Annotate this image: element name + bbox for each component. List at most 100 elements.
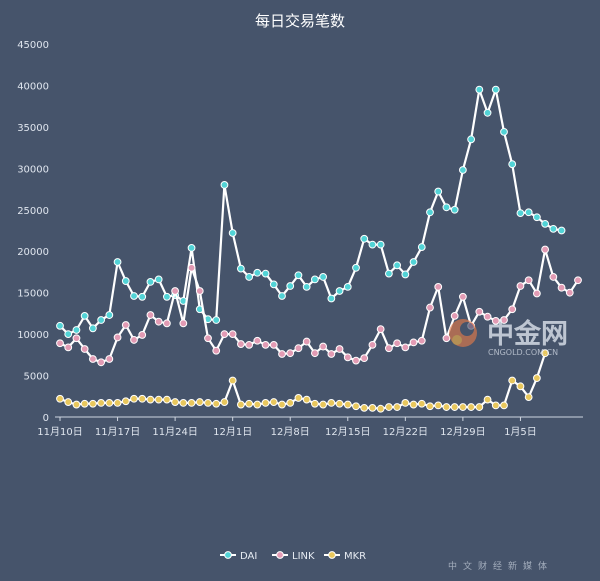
data-point-link <box>245 340 254 349</box>
data-point-dai <box>352 263 360 272</box>
data-point-mkr <box>72 400 81 409</box>
series-layer <box>56 85 582 413</box>
y-tick-label: 10000 <box>17 330 49 341</box>
watermark: 中金网 CNGOLD.COM.CN 中文财经新媒体 <box>448 318 568 572</box>
data-point-link <box>434 282 443 291</box>
y-tick-label: 40000 <box>17 81 49 92</box>
data-point-mkr <box>138 394 147 403</box>
y-tick-label: 15000 <box>17 289 49 300</box>
legend-label: DAI <box>240 551 257 562</box>
data-point-link <box>450 311 459 320</box>
legend-label: LINK <box>292 551 315 562</box>
data-point-dai <box>220 181 229 189</box>
data-point-mkr <box>236 400 245 409</box>
legend: DAI LINK MKR <box>220 551 366 562</box>
data-point-dai <box>261 269 270 278</box>
data-point-dai <box>343 282 352 291</box>
data-point-link <box>475 307 484 316</box>
data-point-mkr <box>261 399 270 407</box>
data-point-dai <box>286 282 295 290</box>
data-point-link <box>294 344 303 353</box>
data-point-mkr <box>393 403 402 411</box>
data-point-mkr <box>335 399 344 408</box>
data-point-mkr <box>360 403 369 412</box>
watermark-brand: 中金网 <box>487 318 568 350</box>
data-point-mkr <box>130 394 138 403</box>
data-point-link <box>417 336 426 345</box>
data-point-mkr <box>121 397 130 406</box>
watermark-url: CNGOLD.COM.CN <box>488 348 558 357</box>
data-point-mkr <box>253 400 262 409</box>
data-point-dai <box>154 275 163 284</box>
data-point-link <box>508 305 517 314</box>
data-point-link <box>253 336 262 345</box>
data-point-mkr <box>302 395 311 404</box>
y-tick-label: 20000 <box>17 247 49 258</box>
data-point-mkr <box>450 403 459 411</box>
data-point-mkr <box>97 399 106 407</box>
data-point-mkr <box>286 399 295 407</box>
data-point-mkr <box>319 400 328 409</box>
data-point-mkr <box>384 403 393 411</box>
data-point-link <box>557 283 566 292</box>
data-point-mkr <box>524 393 533 402</box>
y-tick-label: 25000 <box>17 206 49 217</box>
data-point-link <box>327 350 336 358</box>
data-point-mkr <box>171 398 180 406</box>
data-point-dai <box>541 219 550 228</box>
data-point-link <box>409 338 418 347</box>
watermark-tagline: 中文财经新媒体 <box>448 560 553 572</box>
data-point-link <box>426 303 434 312</box>
data-point-mkr <box>426 402 434 411</box>
data-point-link <box>549 273 558 281</box>
data-point-dai <box>442 203 451 212</box>
logo-icon <box>449 319 477 347</box>
data-point-mkr <box>220 398 229 406</box>
data-point-link <box>541 245 550 254</box>
legend-marker <box>224 551 232 559</box>
data-point-link <box>105 355 114 363</box>
x-tick-label: 12月15日 <box>325 426 370 438</box>
data-point-mkr <box>88 399 97 408</box>
data-point-link <box>138 331 147 339</box>
data-point-link <box>483 312 492 321</box>
data-point-dai <box>253 268 262 277</box>
data-point-mkr <box>352 402 360 411</box>
data-point-dai <box>557 226 566 235</box>
data-point-dai <box>376 240 385 249</box>
data-point-mkr <box>187 399 196 407</box>
x-tick-label: 11月10日 <box>37 426 82 438</box>
data-point-mkr <box>228 376 237 385</box>
data-point-dai <box>360 234 369 243</box>
data-point-mkr <box>401 399 410 407</box>
data-point-dai <box>245 273 254 281</box>
x-tick-label: 11月17日 <box>95 426 140 438</box>
data-point-mkr <box>434 401 443 410</box>
data-point-mkr <box>80 399 89 408</box>
data-point-link <box>310 349 319 358</box>
series-dai <box>56 85 566 339</box>
data-point-dai <box>212 316 221 324</box>
y-tick-label: 30000 <box>17 164 49 175</box>
data-point-mkr <box>105 399 114 407</box>
data-point-mkr <box>204 399 212 407</box>
data-point-link <box>532 289 541 298</box>
data-point-mkr <box>113 399 122 407</box>
data-point-mkr <box>483 395 492 404</box>
data-point-mkr <box>467 403 476 411</box>
data-point-mkr <box>541 349 550 358</box>
data-point-dai <box>121 277 130 285</box>
data-point-mkr <box>442 403 451 411</box>
data-point-link <box>187 263 196 272</box>
data-point-dai <box>483 108 492 117</box>
data-point-link <box>376 325 385 334</box>
data-point-dai <box>434 187 443 196</box>
data-point-dai <box>327 294 336 303</box>
data-point-mkr <box>508 376 517 385</box>
data-point-dai <box>491 85 500 94</box>
data-point-dai <box>335 287 344 295</box>
data-point-dai <box>146 277 155 286</box>
data-point-dai <box>319 273 328 281</box>
data-point-mkr <box>294 394 303 402</box>
